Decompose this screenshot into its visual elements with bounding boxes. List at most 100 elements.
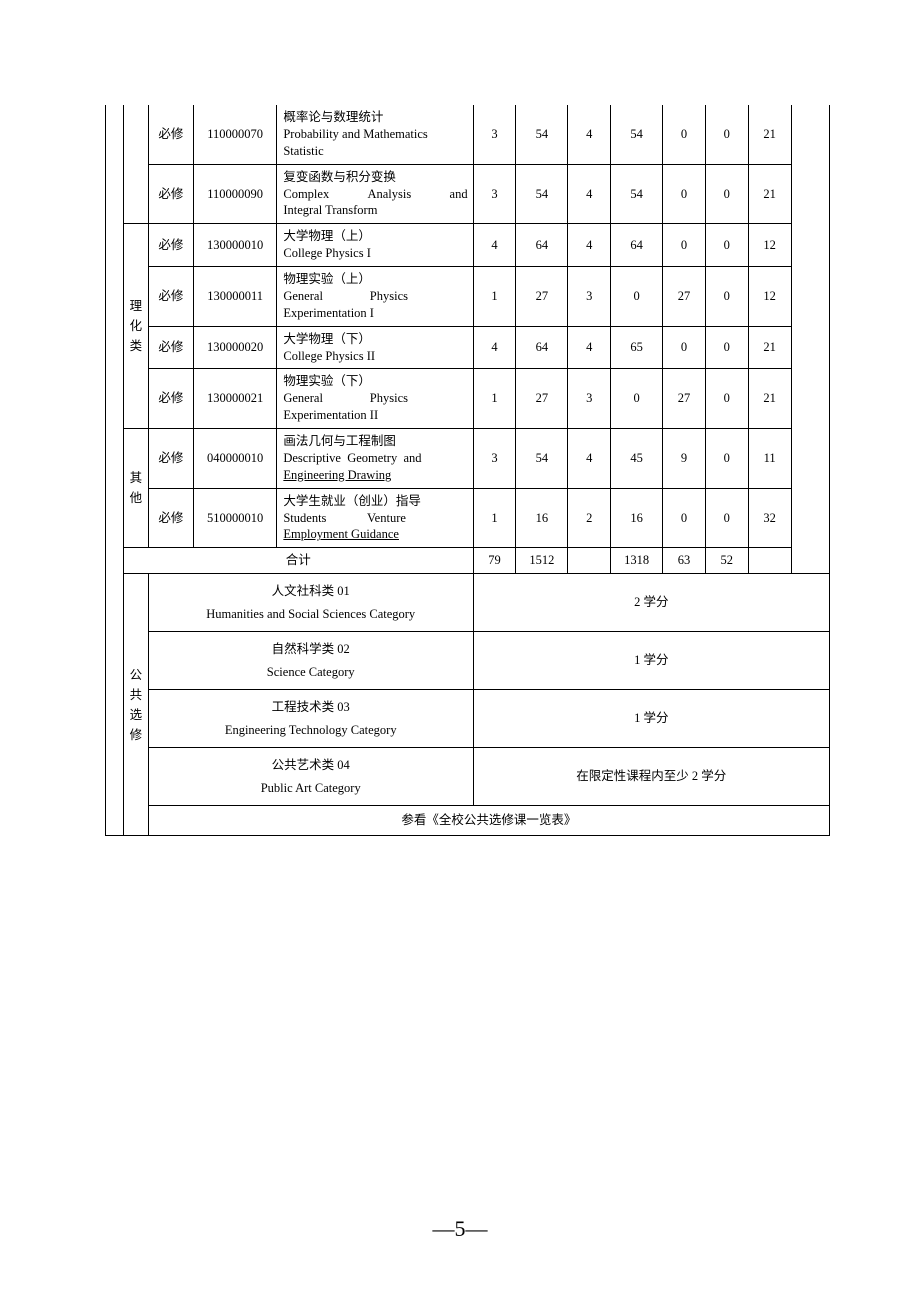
course-name-en: General Physics	[283, 391, 408, 405]
num-cell: 0	[705, 164, 748, 224]
table-row: 理化类 必修 130000010 大学物理（上） College Physics…	[106, 224, 830, 267]
num-cell: 0	[663, 488, 706, 548]
num-cell: 54	[516, 164, 568, 224]
total-cell	[748, 548, 791, 574]
elective-label: 自然科学类 02 Science Category	[148, 632, 473, 690]
table-row: 必修 130000011 物理实验（上） General Physics Exp…	[106, 267, 830, 327]
elective-row: 公共选修 人文社科类 01 Humanities and Social Scie…	[106, 574, 830, 632]
num-cell: 4	[568, 224, 611, 267]
num-cell: 4	[568, 326, 611, 369]
num-cell: 54	[611, 164, 663, 224]
name-cell: 大学生就业（创业）指导 Students Venture Employment …	[277, 488, 473, 548]
elective-cn: 工程技术类 03	[272, 700, 350, 714]
num-cell: 0	[705, 326, 748, 369]
num-cell: 0	[705, 105, 748, 164]
elective-en: Humanities and Social Sciences Category	[206, 607, 415, 621]
num-cell: 11	[748, 429, 791, 489]
elective-label: 人文社科类 01 Humanities and Social Sciences …	[148, 574, 473, 632]
total-cell: 52	[705, 548, 748, 574]
name-cell: 大学物理（上） College Physics I	[277, 224, 473, 267]
course-name-cn: 画法几何与工程制图	[283, 434, 396, 448]
type-cell: 必修	[148, 267, 193, 327]
course-name-cn: 大学物理（上）	[283, 229, 371, 243]
course-name-en: General Physics	[283, 289, 408, 303]
num-cell: 0	[705, 267, 748, 327]
num-cell: 12	[748, 224, 791, 267]
elective-credit: 2 学分	[473, 574, 829, 632]
code-cell: 510000010	[193, 488, 276, 548]
num-cell: 54	[611, 105, 663, 164]
num-cell: 12	[748, 267, 791, 327]
course-name-cn: 大学物理（下）	[283, 332, 371, 346]
name-cell: 画法几何与工程制图 Descriptive Geometry and Engin…	[277, 429, 473, 489]
num-cell: 65	[611, 326, 663, 369]
type-cell: 必修	[148, 429, 193, 489]
num-cell: 4	[568, 164, 611, 224]
type-cell: 必修	[148, 224, 193, 267]
num-cell: 0	[705, 369, 748, 429]
num-cell: 3	[473, 105, 516, 164]
elective-cn: 自然科学类 02	[272, 642, 350, 656]
num-cell: 45	[611, 429, 663, 489]
num-cell: 3	[568, 267, 611, 327]
num-cell: 4	[568, 105, 611, 164]
num-cell: 1	[473, 369, 516, 429]
num-cell: 64	[611, 224, 663, 267]
num-cell: 16	[516, 488, 568, 548]
num-cell: 0	[611, 267, 663, 327]
total-cell: 1318	[611, 548, 663, 574]
num-cell: 9	[663, 429, 706, 489]
code-cell: 110000070	[193, 105, 276, 164]
num-cell: 27	[663, 267, 706, 327]
type-cell: 必修	[148, 105, 193, 164]
elective-row: 自然科学类 02 Science Category 1 学分	[106, 632, 830, 690]
code-cell: 040000010	[193, 429, 276, 489]
num-cell: 3	[473, 429, 516, 489]
table-row: 必修 130000020 大学物理（下） College Physics II …	[106, 326, 830, 369]
total-cell: 1512	[516, 548, 568, 574]
num-cell: 4	[568, 429, 611, 489]
num-cell: 21	[748, 105, 791, 164]
type-cell: 必修	[148, 488, 193, 548]
num-cell: 21	[748, 164, 791, 224]
elective-en: Science Category	[267, 665, 355, 679]
num-cell: 27	[516, 369, 568, 429]
course-name-en2: Employment Guidance	[283, 527, 399, 541]
elective-note: 参看《全校公共选修课一览表》	[148, 806, 829, 836]
elective-en: Public Art Category	[261, 781, 361, 795]
num-cell: 27	[516, 267, 568, 327]
course-name-cn: 大学生就业（创业）指导	[283, 494, 421, 508]
num-cell: 0	[705, 488, 748, 548]
elective-cn: 人文社科类 01	[272, 584, 350, 598]
total-cell: 63	[663, 548, 706, 574]
type-cell: 必修	[148, 164, 193, 224]
course-name-cn: 物理实验（上）	[283, 272, 371, 286]
curriculum-table: 必修 110000070 概率论与数理统计 Probability and Ma…	[105, 105, 830, 836]
elective-label: 公共艺术类 04 Public Art Category	[148, 748, 473, 806]
num-cell: 0	[611, 369, 663, 429]
total-cell: 79	[473, 548, 516, 574]
num-cell: 4	[473, 326, 516, 369]
right-stub	[791, 105, 829, 574]
elective-row: 工程技术类 03 Engineering Technology Category…	[106, 690, 830, 748]
num-cell: 1	[473, 267, 516, 327]
num-cell: 27	[663, 369, 706, 429]
course-name-cn: 概率论与数理统计	[283, 110, 383, 124]
code-cell: 110000090	[193, 164, 276, 224]
num-cell: 3	[473, 164, 516, 224]
num-cell: 2	[568, 488, 611, 548]
num-cell: 32	[748, 488, 791, 548]
code-cell: 130000010	[193, 224, 276, 267]
num-cell: 54	[516, 429, 568, 489]
category-cell: 公共选修	[124, 574, 149, 836]
table-row: 必修 510000010 大学生就业（创业）指导 Students Ventur…	[106, 488, 830, 548]
num-cell: 0	[663, 326, 706, 369]
num-cell: 64	[516, 326, 568, 369]
num-cell: 3	[568, 369, 611, 429]
course-name-en: College Physics I	[283, 246, 371, 260]
elective-credit: 1 学分	[473, 632, 829, 690]
left-stub	[106, 105, 124, 574]
course-name-cn: 物理实验（下）	[283, 374, 371, 388]
num-cell: 1	[473, 488, 516, 548]
code-cell: 130000011	[193, 267, 276, 327]
